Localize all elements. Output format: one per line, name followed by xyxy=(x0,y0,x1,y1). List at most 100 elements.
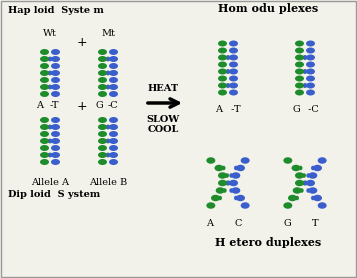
Ellipse shape xyxy=(295,83,304,88)
Ellipse shape xyxy=(295,48,304,53)
Text: Dip loid  S ystem: Dip loid S ystem xyxy=(8,190,100,199)
Ellipse shape xyxy=(106,57,110,61)
Ellipse shape xyxy=(48,71,52,75)
Ellipse shape xyxy=(47,153,52,157)
Ellipse shape xyxy=(234,166,238,170)
Ellipse shape xyxy=(40,63,49,69)
Ellipse shape xyxy=(225,173,229,178)
Ellipse shape xyxy=(51,91,60,97)
Text: -T: -T xyxy=(228,105,241,115)
Ellipse shape xyxy=(306,83,315,88)
Ellipse shape xyxy=(98,77,107,83)
Ellipse shape xyxy=(106,125,110,129)
Ellipse shape xyxy=(226,181,231,185)
Ellipse shape xyxy=(98,152,107,158)
Ellipse shape xyxy=(48,153,52,157)
Ellipse shape xyxy=(218,90,227,96)
Ellipse shape xyxy=(51,159,60,165)
Ellipse shape xyxy=(51,63,60,69)
Ellipse shape xyxy=(106,85,110,89)
Ellipse shape xyxy=(206,157,215,164)
Ellipse shape xyxy=(48,125,52,129)
Text: G: G xyxy=(292,105,300,115)
Ellipse shape xyxy=(109,152,118,158)
Ellipse shape xyxy=(226,55,230,60)
Ellipse shape xyxy=(293,187,302,194)
Ellipse shape xyxy=(109,84,118,90)
Ellipse shape xyxy=(318,157,327,164)
Ellipse shape xyxy=(311,166,315,170)
Text: Hom odu plexes: Hom odu plexes xyxy=(218,3,318,14)
Ellipse shape xyxy=(109,49,118,55)
Ellipse shape xyxy=(51,70,60,76)
Ellipse shape xyxy=(229,61,238,68)
Ellipse shape xyxy=(218,76,227,81)
Ellipse shape xyxy=(288,195,297,201)
Ellipse shape xyxy=(40,56,49,62)
Ellipse shape xyxy=(292,165,301,171)
Ellipse shape xyxy=(298,166,302,170)
Ellipse shape xyxy=(106,57,110,61)
Ellipse shape xyxy=(98,56,107,62)
Ellipse shape xyxy=(106,71,110,75)
Ellipse shape xyxy=(308,172,317,179)
Ellipse shape xyxy=(229,41,238,46)
Text: +: + xyxy=(77,100,87,113)
Text: Hap loid  Syste m: Hap loid Syste m xyxy=(8,6,104,15)
Ellipse shape xyxy=(236,165,245,171)
Ellipse shape xyxy=(216,187,225,194)
Ellipse shape xyxy=(231,172,240,179)
Ellipse shape xyxy=(313,165,322,171)
Text: -C: -C xyxy=(108,101,119,110)
Ellipse shape xyxy=(40,91,49,97)
Ellipse shape xyxy=(218,41,227,46)
Ellipse shape xyxy=(223,188,227,193)
Ellipse shape xyxy=(241,157,250,164)
Ellipse shape xyxy=(226,69,230,74)
Ellipse shape xyxy=(109,77,118,83)
Ellipse shape xyxy=(295,54,304,61)
Ellipse shape xyxy=(218,83,227,88)
Ellipse shape xyxy=(306,180,315,186)
Ellipse shape xyxy=(40,70,49,76)
Ellipse shape xyxy=(234,196,238,200)
Ellipse shape xyxy=(51,152,60,158)
Ellipse shape xyxy=(51,131,60,137)
Ellipse shape xyxy=(229,83,238,88)
Ellipse shape xyxy=(211,195,220,201)
Ellipse shape xyxy=(303,181,308,185)
Ellipse shape xyxy=(106,153,110,157)
Ellipse shape xyxy=(218,196,222,200)
Ellipse shape xyxy=(206,202,215,209)
Text: A: A xyxy=(36,101,44,110)
Ellipse shape xyxy=(236,195,245,201)
Ellipse shape xyxy=(229,188,233,193)
Ellipse shape xyxy=(283,202,292,209)
Ellipse shape xyxy=(40,145,49,151)
Ellipse shape xyxy=(306,188,310,193)
Ellipse shape xyxy=(306,54,315,61)
Text: A: A xyxy=(206,219,213,227)
Ellipse shape xyxy=(109,63,118,69)
Ellipse shape xyxy=(98,131,107,137)
Ellipse shape xyxy=(221,166,226,170)
Ellipse shape xyxy=(308,187,317,194)
Ellipse shape xyxy=(218,180,227,186)
Text: Allele A: Allele A xyxy=(31,178,69,187)
Ellipse shape xyxy=(51,56,60,62)
Ellipse shape xyxy=(241,202,250,209)
Ellipse shape xyxy=(306,173,310,178)
Text: -T: -T xyxy=(50,101,60,110)
Ellipse shape xyxy=(98,63,107,69)
Ellipse shape xyxy=(98,84,107,90)
Ellipse shape xyxy=(283,157,292,164)
Ellipse shape xyxy=(295,68,304,75)
Ellipse shape xyxy=(302,181,307,185)
Ellipse shape xyxy=(229,76,238,81)
Ellipse shape xyxy=(313,195,322,201)
Ellipse shape xyxy=(295,41,304,46)
Ellipse shape xyxy=(295,76,304,81)
Ellipse shape xyxy=(106,139,110,143)
Ellipse shape xyxy=(231,187,240,194)
Ellipse shape xyxy=(218,68,227,75)
